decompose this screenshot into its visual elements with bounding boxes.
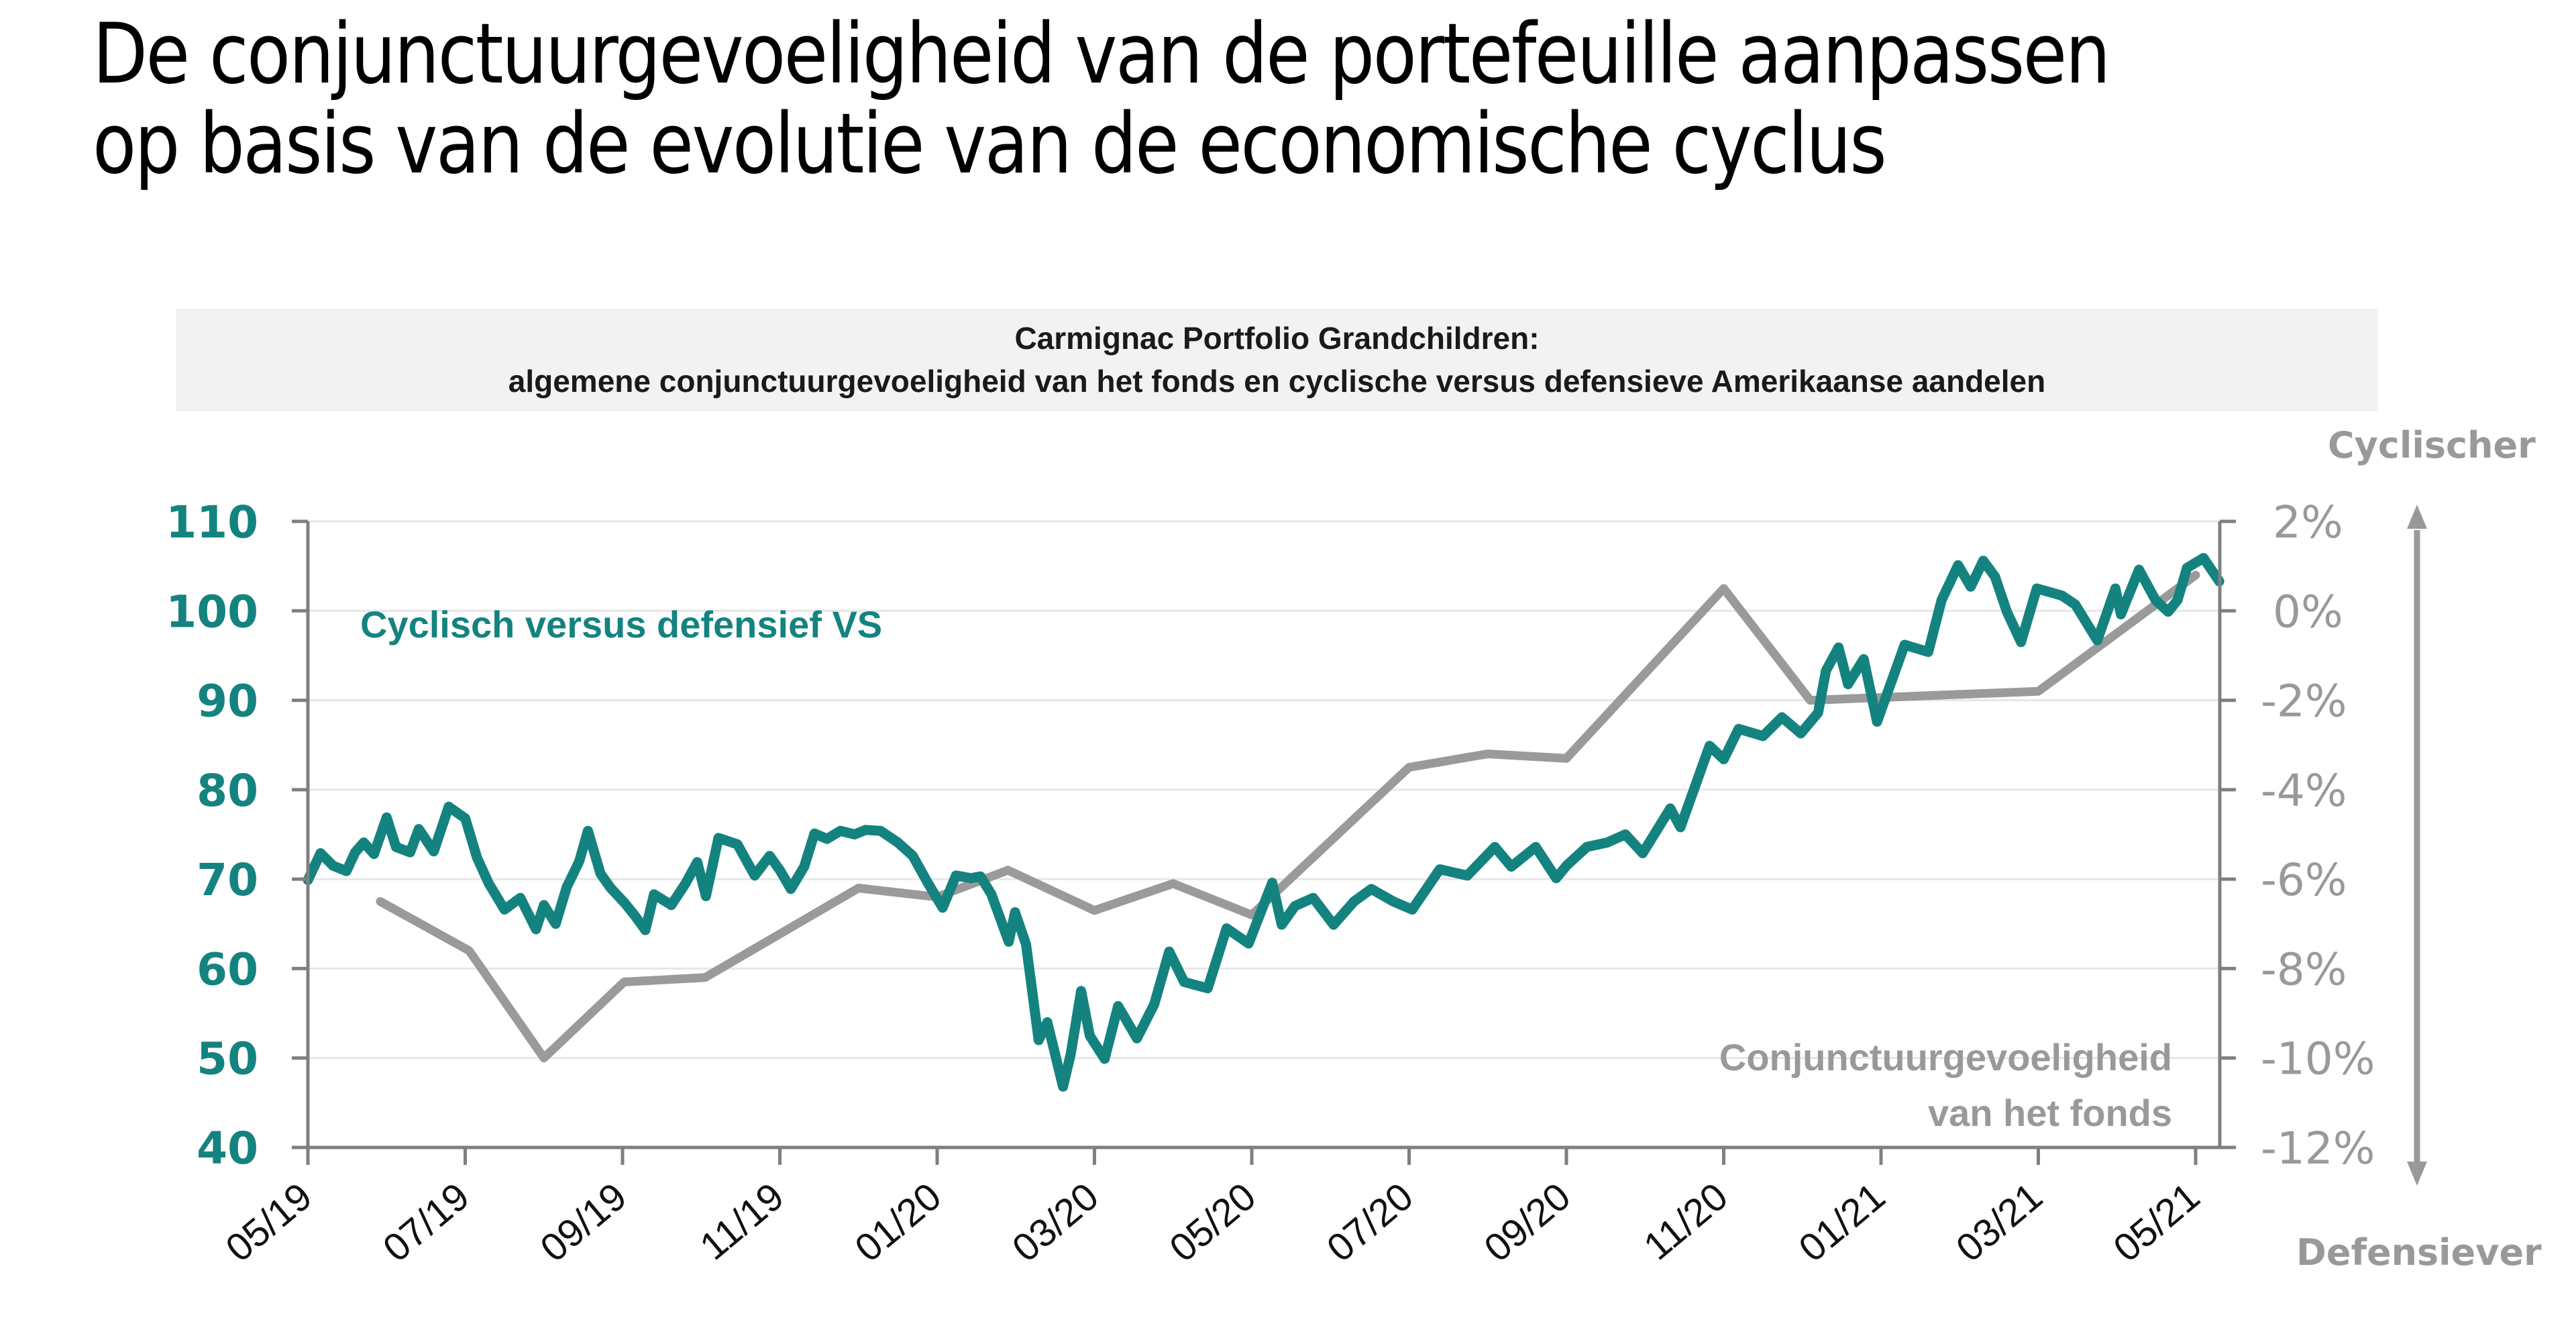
direction-arrow-icon [2407, 505, 2427, 1186]
x-axis-tick-label: 03/20 [1004, 1174, 1107, 1270]
x-axis-tick-label: 05/21 [2105, 1174, 2208, 1270]
page-title: De conjunctuurgevoeligheid van de portef… [93, 6, 2110, 193]
chart-title: Carmignac Portfolio Grandchildren: [1014, 321, 1540, 356]
x-axis-tick-label: 07/20 [1319, 1174, 1421, 1270]
right-axis-tick-label: -8% [2261, 943, 2347, 995]
right-axis-ticks: -12% -10% -8% -6% -4% -2% 0% 2% [2261, 497, 2375, 1174]
x-axis-tick-label: 11/19 [692, 1174, 792, 1268]
arrow-up-icon [2407, 505, 2427, 529]
left-axis-tick-label: 70 [197, 854, 258, 906]
x-axis-ticks: 05/19 07/19 09/19 11/19 01/20 03/20 05/20 07/20… [217, 1174, 2208, 1270]
right-axis-tick-label: -10% [2261, 1033, 2375, 1085]
left-axis-tick-label: 80 [197, 765, 258, 817]
left-axis-tick-label: 90 [197, 676, 258, 727]
chart-subtitle: algemene conjunctuurgevoeligheid van het… [508, 364, 2046, 399]
left-axis-tick-label: 60 [197, 943, 258, 995]
axes [292, 519, 2236, 1165]
direction-label-top: Cyclischer [2328, 424, 2536, 466]
left-axis-tick-label: 40 [197, 1123, 258, 1174]
arrow-down-icon [2407, 1162, 2427, 1186]
gray-series-label-line-1: Conjunctuurgevoeligheid [1719, 1036, 2172, 1078]
right-axis-tick-label: -4% [2261, 765, 2347, 817]
title-line-2: op basis van de evolutie van de economis… [93, 96, 1887, 193]
right-axis-tick-label: 2% [2273, 497, 2343, 548]
gray-series-label-line-2: van het fonds [1928, 1092, 2172, 1134]
x-axis-tick-label: 09/19 [532, 1174, 635, 1270]
x-axis-tick-label: 01/21 [1790, 1174, 1893, 1270]
x-axis-tick-label: 11/20 [1635, 1174, 1736, 1268]
gray-series-line [376, 570, 2200, 1063]
x-axis-tick-label: 07/19 [375, 1174, 478, 1270]
left-axis-tick-label: 100 [166, 586, 258, 637]
x-axis-tick-label: 05/20 [1161, 1174, 1264, 1270]
left-axis-tick-label: 50 [197, 1033, 258, 1085]
chart-title-banner: Carmignac Portfolio Grandchildren: algem… [176, 309, 2378, 411]
teal-series-label: Cyclisch versus defensief VS [360, 603, 882, 646]
x-axis-tick-label: 03/21 [1948, 1174, 2051, 1270]
x-axis-tick-label: 09/20 [1476, 1174, 1578, 1270]
right-axis-tick-label: -6% [2261, 854, 2347, 906]
gridlines [308, 520, 2220, 1060]
x-axis-tick-label: 05/19 [217, 1174, 320, 1270]
x-axis-tick-label: 01/20 [847, 1174, 949, 1270]
left-axis-tick-label: 110 [166, 497, 258, 548]
series-cyclical-vs-defensive [303, 553, 2224, 1092]
left-axis-ticks: 40 50 60 70 80 90 100 110 [166, 497, 258, 1174]
right-axis-tick-label: -2% [2261, 676, 2347, 727]
series-fund-sensitivity [376, 570, 2200, 1063]
direction-label-bottom: Defensiever [2296, 1231, 2542, 1274]
right-axis-tick-label: -12% [2261, 1123, 2375, 1174]
right-axis-tick-label: 0% [2273, 586, 2343, 637]
title-line-1: De conjunctuurgevoeligheid van de portef… [93, 6, 2110, 103]
